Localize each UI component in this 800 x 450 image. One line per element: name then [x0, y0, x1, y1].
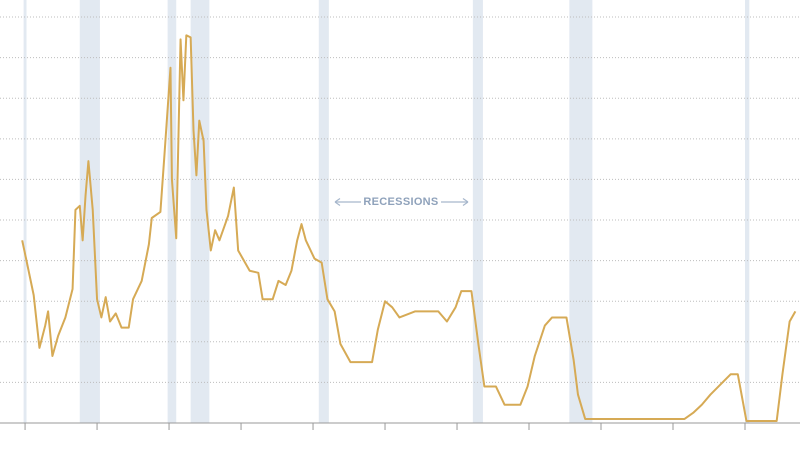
arrow-head: [462, 198, 469, 206]
arrow-head: [334, 198, 341, 206]
recession-band: [744, 0, 750, 423]
recession-bands: [23, 0, 750, 423]
recession-band: [190, 0, 210, 423]
lines: [21, 34, 797, 422]
recession-band: [79, 0, 100, 423]
annotation: RECESSIONS: [334, 196, 469, 208]
recession-band: [472, 0, 483, 423]
recession-band: [569, 0, 593, 423]
recession-band: [167, 0, 177, 423]
grid: [0, 16, 800, 424]
recession-band: [23, 0, 27, 423]
rate-line: [21, 34, 797, 422]
x-ticks: [24, 423, 746, 430]
recession-band: [318, 0, 329, 423]
annotation-text: RECESSIONS: [363, 196, 438, 208]
